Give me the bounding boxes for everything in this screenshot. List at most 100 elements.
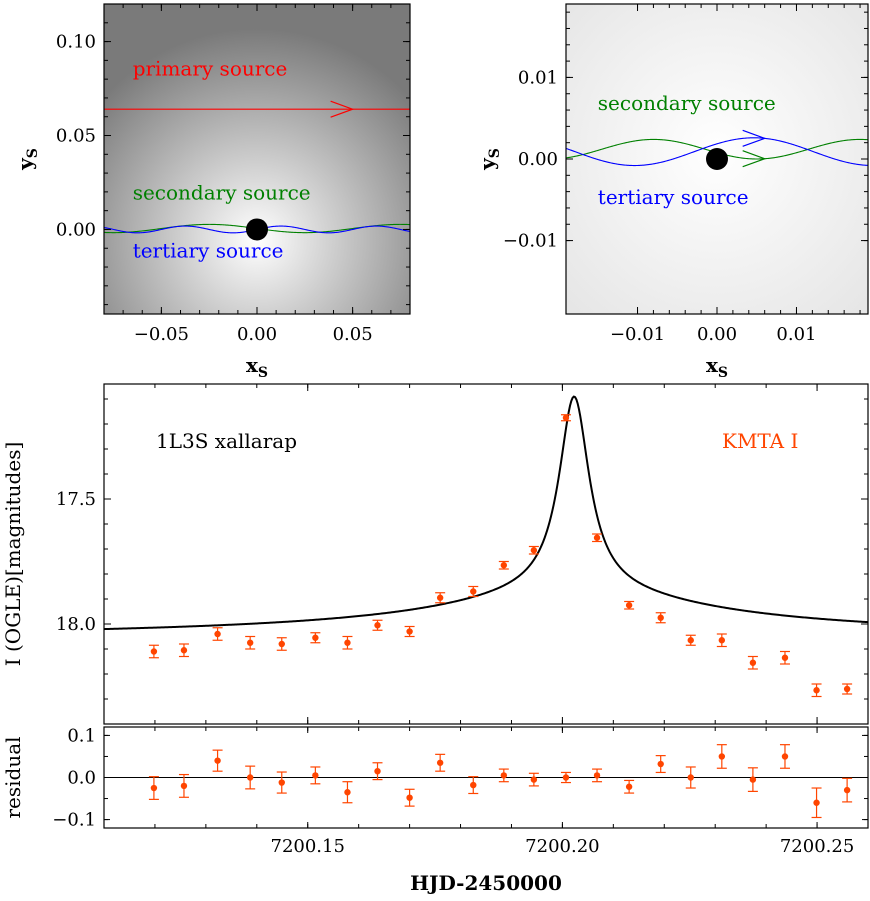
y-tick-label: 0.10 [56, 32, 96, 53]
x-tick-label: 7200.15 [271, 836, 345, 857]
x-tick-label: 0.00 [697, 324, 737, 345]
y-axis-label: residual [1, 736, 25, 818]
data-point [562, 414, 570, 421]
model-curve [103, 395, 869, 631]
y-tick-label: 0.1 [67, 725, 96, 746]
data-point [278, 640, 285, 648]
data-point [470, 588, 477, 595]
data-point [843, 685, 851, 693]
x-axis-label-main: x [706, 353, 719, 377]
data-point [562, 774, 570, 781]
data-point [406, 628, 413, 635]
x-tick-label: 0.01 [776, 324, 816, 345]
data-point [214, 757, 221, 764]
x-tick-label: 7200.25 [780, 836, 854, 857]
x-axis-label-main: x [246, 353, 259, 377]
source-label-tertiary: tertiary source [133, 239, 284, 263]
y-tick-label: 0.05 [56, 126, 96, 147]
source-label-secondary: secondary source [133, 180, 311, 204]
data-point [687, 637, 694, 644]
trajectory-arrowhead [330, 100, 355, 118]
x-axis-label: HJD-2450000 [410, 871, 562, 895]
y-tick-label: −0.01 [503, 231, 558, 252]
data-point [657, 614, 664, 621]
data-point [530, 547, 538, 554]
trajectory-arrowhead [742, 150, 767, 168]
data-point [344, 789, 351, 796]
data-point [593, 772, 601, 779]
trajectory-arrowhead [742, 129, 767, 147]
y-tick-label: 0.01 [518, 67, 558, 88]
data-point [657, 760, 664, 768]
residual-panel: −0.1 0.0 0.1 7200.15 7200.20 7200.25 HJD-24500… [1, 725, 869, 895]
data-point [214, 630, 221, 638]
data-point [406, 794, 413, 801]
data-point [374, 767, 381, 775]
data-point [374, 622, 381, 629]
data-point [150, 784, 158, 792]
data-point [278, 779, 285, 786]
y-tick-label: 18.0 [56, 614, 96, 635]
data-point [436, 759, 444, 766]
y-tick-label: 17.5 [56, 489, 96, 510]
data-point [180, 647, 188, 654]
y-axis-label-main: y [13, 157, 37, 171]
data-point [312, 772, 319, 779]
y-tick-label: 0.00 [518, 149, 558, 170]
data-point [687, 774, 694, 781]
y-tick-label: 0.0 [67, 768, 96, 789]
model-label: 1L3S xallarap [156, 429, 297, 453]
data-point [718, 637, 726, 644]
top-right-trajectory-panel: secondary source tertiary source −0.01 0.00… [475, 3, 869, 381]
y-axis-label: yS [13, 148, 41, 171]
magnification-map-background [104, 4, 410, 314]
lens-marker [706, 148, 728, 170]
x-tick-label: 0.00 [237, 324, 277, 345]
data-point [593, 534, 601, 541]
y-axis-label: I (OGLE)[magnitudes] [1, 442, 25, 667]
data-point [436, 594, 444, 601]
x-axis-label: xS [706, 353, 728, 381]
data-point [625, 783, 633, 790]
x-axis-label: xS [246, 353, 268, 381]
data-point [718, 753, 726, 760]
data-point [246, 639, 254, 646]
data-point [625, 602, 633, 609]
y-tick-label: 0.00 [56, 219, 96, 240]
source-label-primary: primary source [133, 56, 288, 80]
data-point [749, 776, 757, 783]
x-tick-label: −0.01 [610, 324, 665, 345]
y-axis-label-subscript: S [25, 148, 41, 158]
source-trajectory-tertiary [566, 137, 868, 167]
data-point [344, 639, 351, 646]
x-tick-label: −0.05 [134, 324, 189, 345]
y-tick-label: −0.1 [52, 810, 96, 831]
x-tick-label: 0.05 [333, 324, 373, 345]
y-axis-label-main: y [475, 157, 499, 171]
lens-marker [246, 218, 268, 241]
data-label: KMTA I [722, 429, 798, 453]
data-point [500, 772, 508, 779]
x-tick-label: 7200.20 [525, 836, 599, 857]
data-point [813, 687, 820, 694]
data-point [180, 782, 188, 790]
light-curve-panel: 1L3S xallarap KMTA I 17.5 18.0 I (OGLE)[magn… [1, 383, 869, 725]
data-point [843, 786, 851, 794]
data-point [246, 774, 254, 781]
x-axis-label-subscript: S [718, 365, 728, 381]
data-point [781, 654, 789, 661]
source-label-secondary: secondary source [598, 91, 776, 115]
data-point [470, 781, 477, 789]
axes-frame [103, 383, 869, 725]
plot-background [104, 384, 868, 724]
data-point [781, 753, 789, 760]
data-point [500, 562, 508, 569]
top-left-trajectory-panel: primary source secondary source tertiary s… [13, 3, 411, 381]
data-point [150, 648, 158, 655]
data-point [530, 776, 538, 783]
x-axis-label-subscript: S [258, 365, 268, 381]
data-point [749, 659, 757, 666]
source-label-tertiary: tertiary source [598, 185, 749, 209]
data-point [813, 799, 820, 806]
